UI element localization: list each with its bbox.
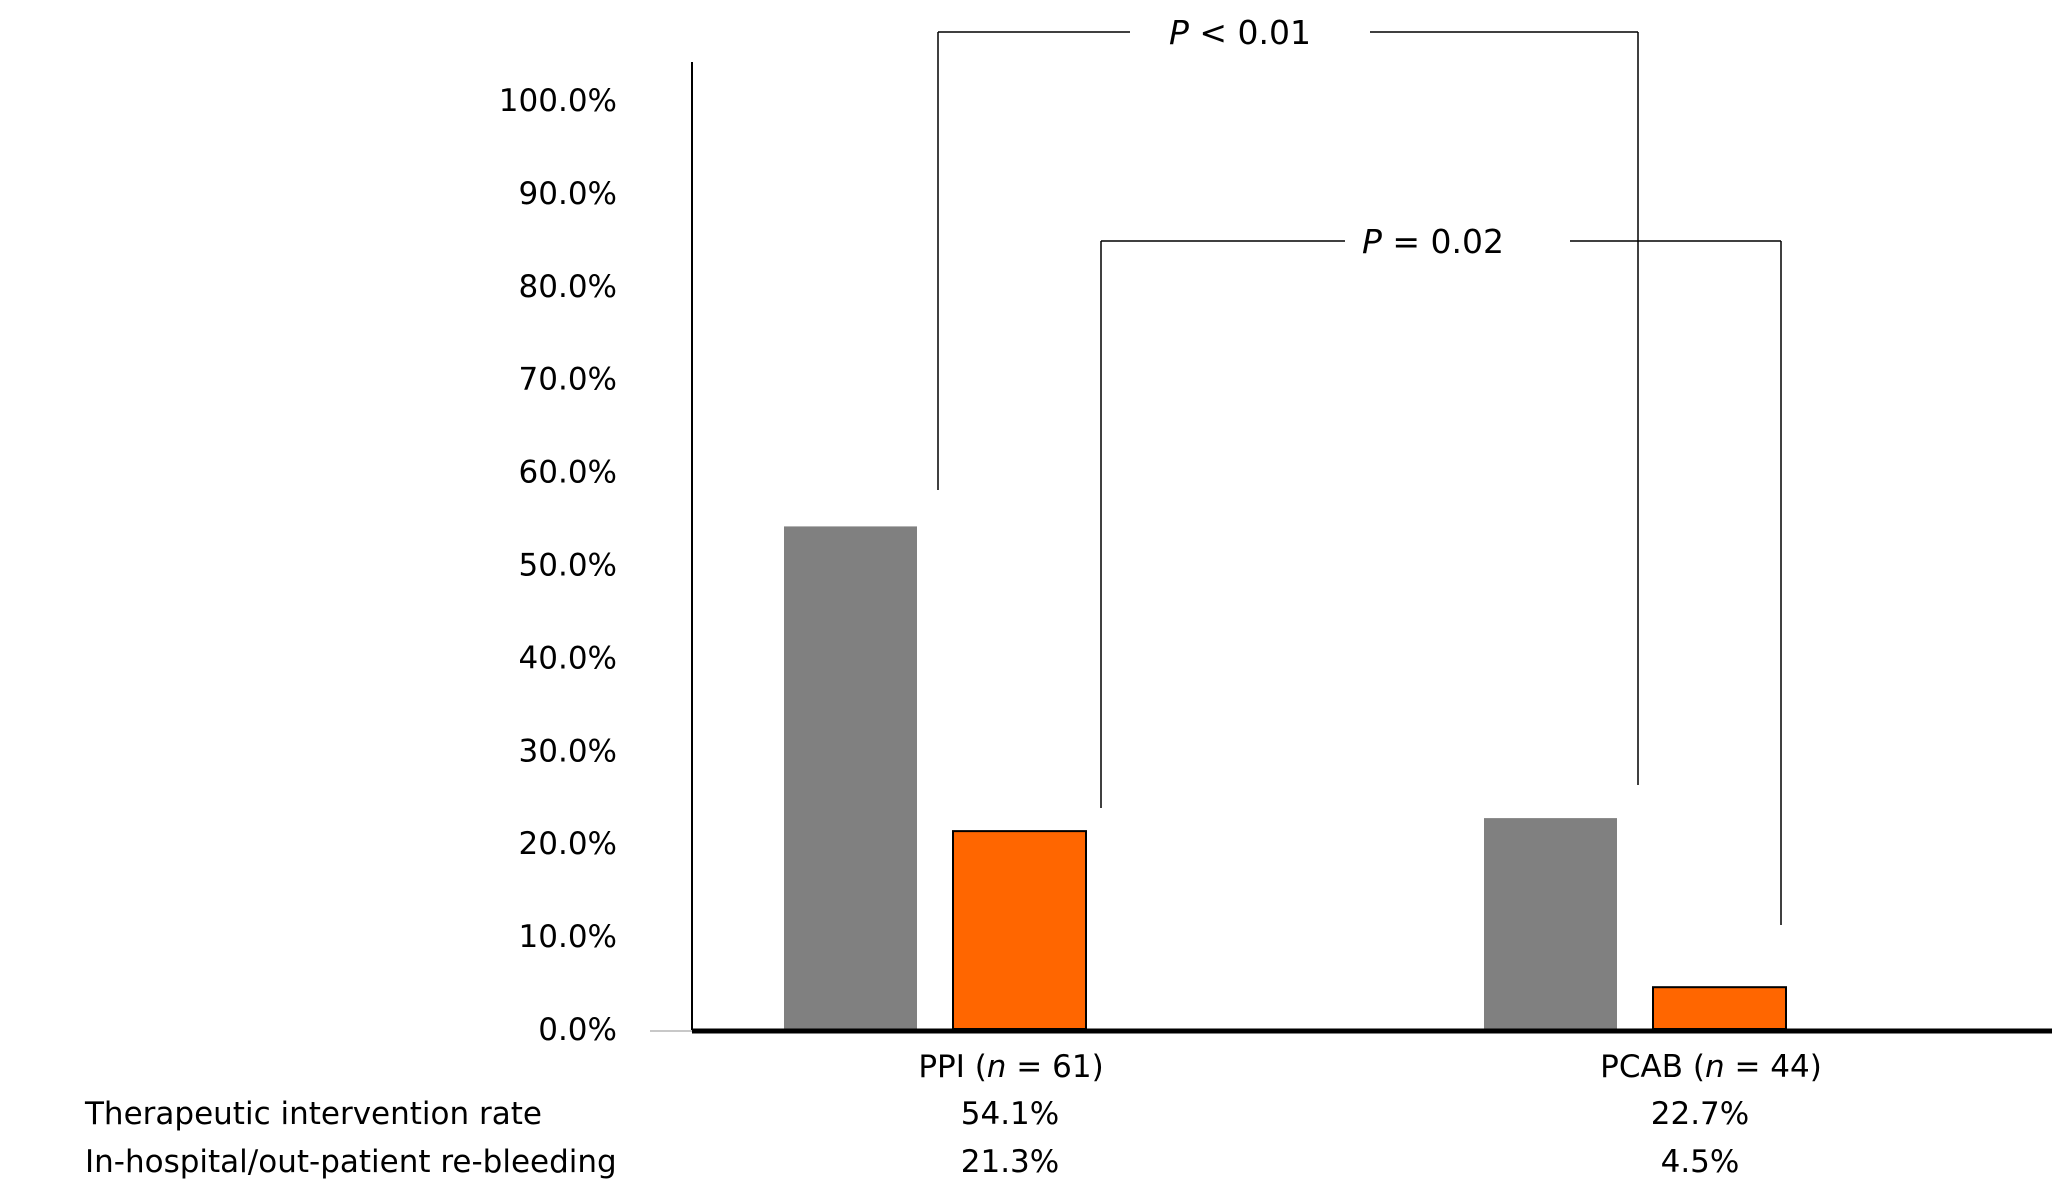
table-cell: 21.3%	[961, 1144, 1059, 1180]
significance-annotations: P < 0.01 P = 0.02	[937, 13, 1782, 925]
bar	[952, 830, 1087, 1030]
y-tick-label: 50.0%	[519, 548, 617, 584]
p-value-label: P < 0.01	[1169, 13, 1311, 52]
y-tick-label: 30.0%	[519, 733, 617, 769]
bar	[784, 526, 917, 1029]
table-row-label: In-hospital/out-patient re-bleeding	[85, 1144, 617, 1180]
y-tick-label: 90.0%	[519, 176, 617, 212]
data-table: Therapeutic intervention rate 54.1% 22.7% I…	[84, 1096, 1749, 1180]
y-tick-label: 60.0%	[519, 455, 617, 491]
table-cell: 22.7%	[1651, 1096, 1749, 1132]
y-tick-label: 80.0%	[519, 269, 617, 305]
y-tick-label: 70.0%	[519, 362, 617, 398]
y-tick-label: 0.0%	[538, 1012, 617, 1048]
table-cell: 54.1%	[961, 1096, 1059, 1132]
x-tick-label: PPI (n = 61)	[918, 1049, 1103, 1085]
p-value-label: P = 0.02	[1362, 222, 1504, 261]
x-tick-label: PCAB (n = 44)	[1600, 1049, 1822, 1085]
y-tick-label: 10.0%	[519, 919, 617, 955]
y-tick-label: 100.0%	[499, 83, 617, 119]
y-axis: 0.0% 10.0% 20.0% 30.0% 40.0% 50.0% 60.0% 70.0% 8…	[499, 62, 693, 1048]
table-cell: 4.5%	[1661, 1144, 1740, 1180]
y-tick-label: 20.0%	[519, 826, 617, 862]
x-axis: PPI (n = 61) PCAB (n = 44)	[692, 1028, 2052, 1085]
bar	[1652, 986, 1787, 1031]
table-row-label: Therapeutic intervention rate	[84, 1096, 542, 1132]
bar	[1484, 818, 1617, 1029]
y-tick-label: 40.0%	[519, 640, 617, 676]
bars	[784, 526, 1787, 1031]
